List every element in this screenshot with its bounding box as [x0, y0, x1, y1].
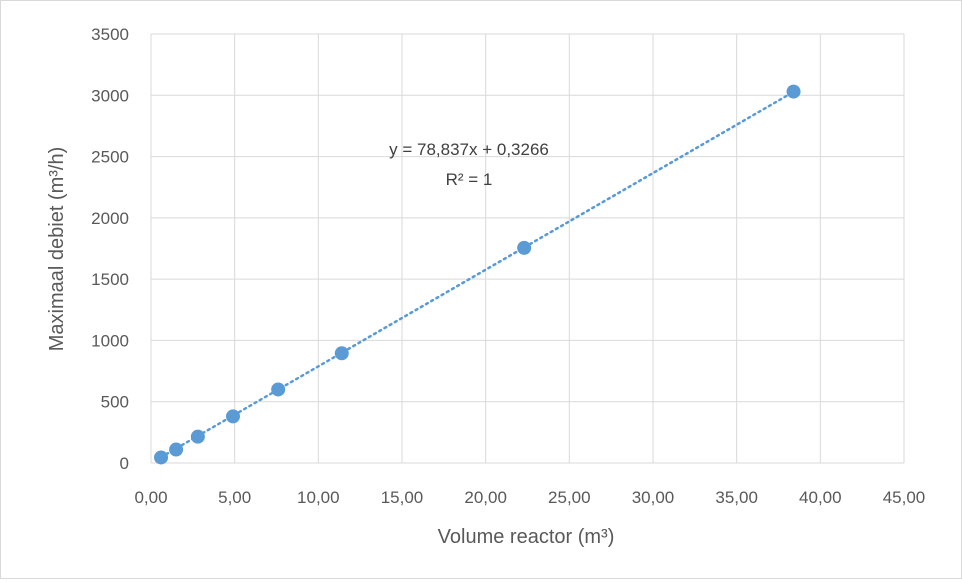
trendline-equation: y = 78,837x + 0,3266: [389, 140, 549, 159]
x-tick-label: 35,00: [715, 488, 758, 507]
y-tick-label: 500: [101, 393, 129, 412]
y-tick-label: 1000: [91, 331, 129, 350]
x-tick-label: 25,00: [548, 488, 591, 507]
data-point: [271, 382, 286, 397]
trendline-layer: [159, 90, 795, 459]
trendline-r-squared: R² = 1: [446, 170, 493, 189]
y-tick-label: 2000: [91, 209, 129, 228]
x-tick-label: 20,00: [464, 488, 507, 507]
data-point: [169, 442, 184, 457]
x-tick-labels: 0,00 5,00 10,00 15,00 20,00 25,00 30,00 35,00 40…: [134, 488, 925, 507]
y-tick-label: 0: [120, 454, 129, 473]
x-tick-label: 5,00: [218, 488, 251, 507]
y-tick-label: 3500: [91, 25, 129, 44]
trendline: [159, 90, 795, 459]
y-tick-label: 1500: [91, 270, 129, 289]
y-tick-label: 3000: [91, 86, 129, 105]
data-point: [786, 84, 801, 99]
x-tick-label: 0,00: [134, 488, 167, 507]
y-tick-labels: 0 500 1000 1500 2000 2500 3000 3500: [91, 25, 129, 473]
x-tick-label: 40,00: [799, 488, 842, 507]
y-tick-label: 2500: [91, 148, 129, 167]
data-point: [190, 429, 205, 444]
data-point: [517, 240, 532, 255]
data-points: [154, 84, 801, 465]
data-point: [225, 409, 240, 424]
data-point: [154, 450, 169, 465]
data-point: [334, 346, 349, 361]
gridlines: [150, 33, 905, 464]
x-axis-title: Volume reactor (m³): [438, 526, 615, 548]
x-tick-label: 15,00: [381, 488, 424, 507]
x-tick-label: 30,00: [632, 488, 675, 507]
x-tick-label: 45,00: [883, 488, 926, 507]
y-axis-title: Maximaal debiet (m³/h): [46, 147, 68, 352]
x-tick-label: 10,00: [297, 488, 340, 507]
